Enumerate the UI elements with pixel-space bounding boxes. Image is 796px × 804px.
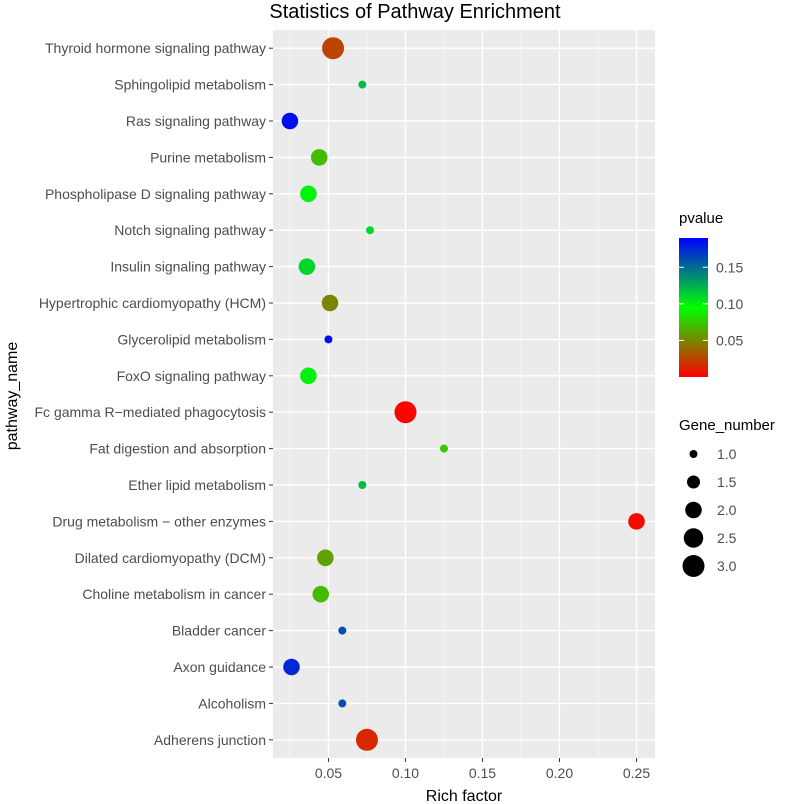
gene-number-key-dot	[689, 450, 698, 458]
pvalue-tick-label: 0.10	[716, 296, 743, 312]
y-tick-label: Fc gamma R−mediated phagocytosis	[35, 404, 267, 420]
pvalue-legend-ticks: 0.05 0.10 0.15	[679, 259, 743, 348]
y-tick-label: Insulin signaling pathway	[110, 259, 266, 275]
plot-panel	[273, 30, 655, 758]
data-point	[321, 294, 339, 312]
pvalue-tick-label: 0.15	[716, 259, 743, 275]
gene-number-key-label: 3.0	[717, 558, 737, 574]
pvalue-legend-title: pvalue	[679, 210, 723, 227]
y-tick-label: Thyroid hormone signaling pathway	[45, 40, 266, 56]
data-point	[281, 112, 299, 130]
data-point	[283, 658, 300, 676]
y-tick-label: Drug metabolism − other enzymes	[52, 513, 266, 529]
x-tick-label: 0.15	[469, 765, 496, 781]
data-point	[358, 80, 367, 89]
data-point	[439, 444, 448, 453]
y-tick-label: Phospholipase D signaling pathway	[45, 186, 266, 202]
y-tick-label: Glycerolipid metabolism	[117, 331, 266, 347]
y-tick-label: Purine metabolism	[150, 149, 266, 165]
data-point	[300, 185, 317, 203]
pvalue-tick-label: 0.05	[716, 332, 743, 348]
gene-number-key-label: 2.0	[717, 502, 737, 518]
data-point	[338, 626, 347, 635]
gene-number-key-dot	[682, 555, 705, 577]
y-tick-label: Alcoholism	[198, 695, 266, 711]
pvalue-colorbar	[679, 238, 708, 377]
y-tick-label: Notch signaling pathway	[114, 222, 266, 238]
data-point	[300, 367, 317, 385]
gene-number-legend-title: Gene_number	[679, 417, 775, 434]
data-point	[298, 258, 316, 275]
y-tick-label: Ras signaling pathway	[126, 113, 266, 129]
y-axis: Adherens junction Alcoholism Axon guidance…	[35, 40, 273, 748]
data-point	[394, 401, 417, 424]
data-point	[366, 226, 375, 235]
gene-number-key-label: 2.5	[717, 530, 737, 546]
gene-number-key-label: 1.0	[717, 446, 737, 462]
x-tick-label: 0.20	[546, 765, 573, 781]
gene-number-key-label: 1.5	[717, 474, 737, 490]
gene-number-key-dot	[683, 528, 704, 548]
y-tick-label: FoxO signaling pathway	[117, 368, 266, 384]
gene-number-key-dot	[687, 475, 700, 489]
grid-lines	[273, 30, 655, 758]
y-tick-label: Sphingolipid metabolism	[114, 77, 266, 93]
gene-number-legend: Gene_number 1.0 1.5 2.0 2.5 3.0	[679, 417, 775, 580]
x-tick-label: 0.25	[623, 765, 650, 781]
gene-number-key-dot	[685, 501, 702, 519]
y-tick-label: Ether lipid metabolism	[128, 477, 266, 493]
data-point	[628, 513, 645, 530]
data-point	[358, 481, 367, 489]
data-point	[312, 585, 330, 603]
y-tick-label: Adherens junction	[154, 732, 266, 748]
chart-title: Statistics of Pathway Enrichment	[269, 1, 561, 23]
data-point	[317, 549, 334, 567]
y-tick-label: Bladder cancer	[172, 623, 267, 639]
data-point	[322, 37, 345, 60]
data-points	[281, 37, 645, 751]
data-point	[338, 699, 347, 708]
x-tick-label: 0.05	[315, 765, 342, 781]
y-tick-label: Fat digestion and absorption	[89, 441, 266, 457]
y-tick-label: Dilated cardiomyopathy (DCM)	[75, 550, 266, 566]
x-axis: 0.05 0.10 0.15 0.20 0.25	[315, 758, 650, 781]
data-point	[355, 728, 378, 751]
x-tick-label: 0.10	[392, 765, 419, 781]
y-tick-label: Hypertrophic cardiomyopathy (HCM)	[39, 295, 266, 311]
y-tick-label: Axon guidance	[173, 659, 266, 675]
data-point	[310, 149, 328, 166]
x-axis-title: Rich factor	[426, 788, 503, 804]
y-tick-label: Choline metabolism in cancer	[82, 586, 266, 602]
y-axis-title: pathway_name	[4, 342, 21, 451]
pvalue-legend: pvalue 0.05 0.10 0.15	[679, 210, 743, 377]
data-point	[324, 335, 333, 344]
